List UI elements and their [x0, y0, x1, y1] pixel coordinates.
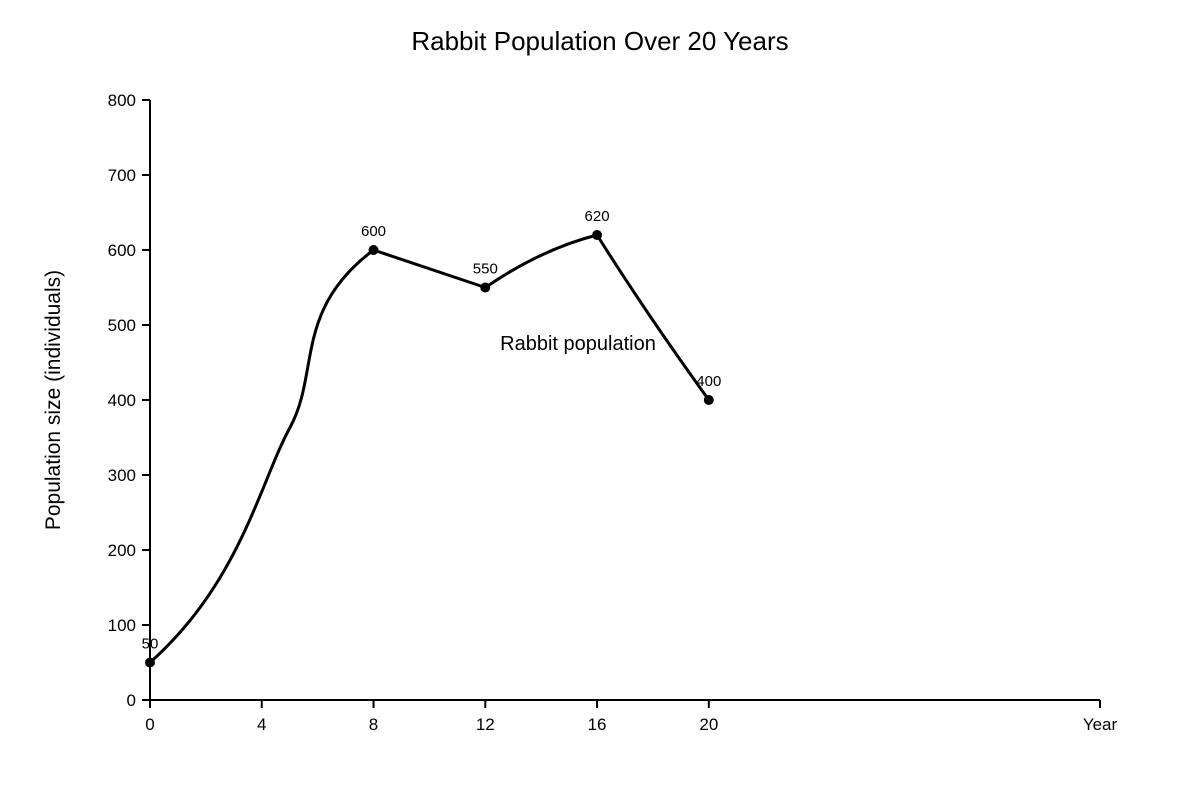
- y-tick-label: 700: [108, 166, 136, 185]
- x-tick-label: 4: [257, 715, 266, 734]
- x-tick-label: 16: [588, 715, 607, 734]
- y-tick-label: 800: [108, 91, 136, 110]
- y-axis-label: Population size (individuals): [42, 270, 65, 530]
- x-tick-label: 0: [145, 715, 154, 734]
- y-tick-label: 200: [108, 541, 136, 560]
- x-tick-label: 8: [369, 715, 378, 734]
- data-label: 620: [585, 208, 610, 225]
- y-tick-label: 100: [108, 616, 136, 635]
- data-label: 550: [473, 261, 498, 278]
- y-tick-label: 600: [108, 241, 136, 260]
- x-tick-label: 20: [699, 715, 718, 734]
- chart-title: Rabbit Population Over 20 Years: [411, 26, 788, 56]
- y-tick-label: 400: [108, 391, 136, 410]
- data-label: 600: [361, 223, 386, 240]
- x-tick-label: 12: [476, 715, 495, 734]
- series-label: Rabbit population: [500, 333, 656, 355]
- data-point: [480, 282, 491, 293]
- data-point: [592, 230, 603, 240]
- data-point: [703, 395, 714, 405]
- data-label: 400: [696, 373, 721, 390]
- y-tick-label: 500: [108, 316, 136, 335]
- y-tick-label: 300: [108, 466, 136, 485]
- y-tick-label: 0: [127, 691, 136, 710]
- series-group: 50 600 550 620 400: [142, 208, 721, 668]
- axes: [149, 100, 1101, 708]
- data-point: [145, 657, 155, 668]
- data-label: 50: [142, 636, 159, 653]
- series-line: [149, 233, 711, 664]
- x-axis-label: Year: [1083, 715, 1118, 734]
- data-point: [368, 245, 379, 255]
